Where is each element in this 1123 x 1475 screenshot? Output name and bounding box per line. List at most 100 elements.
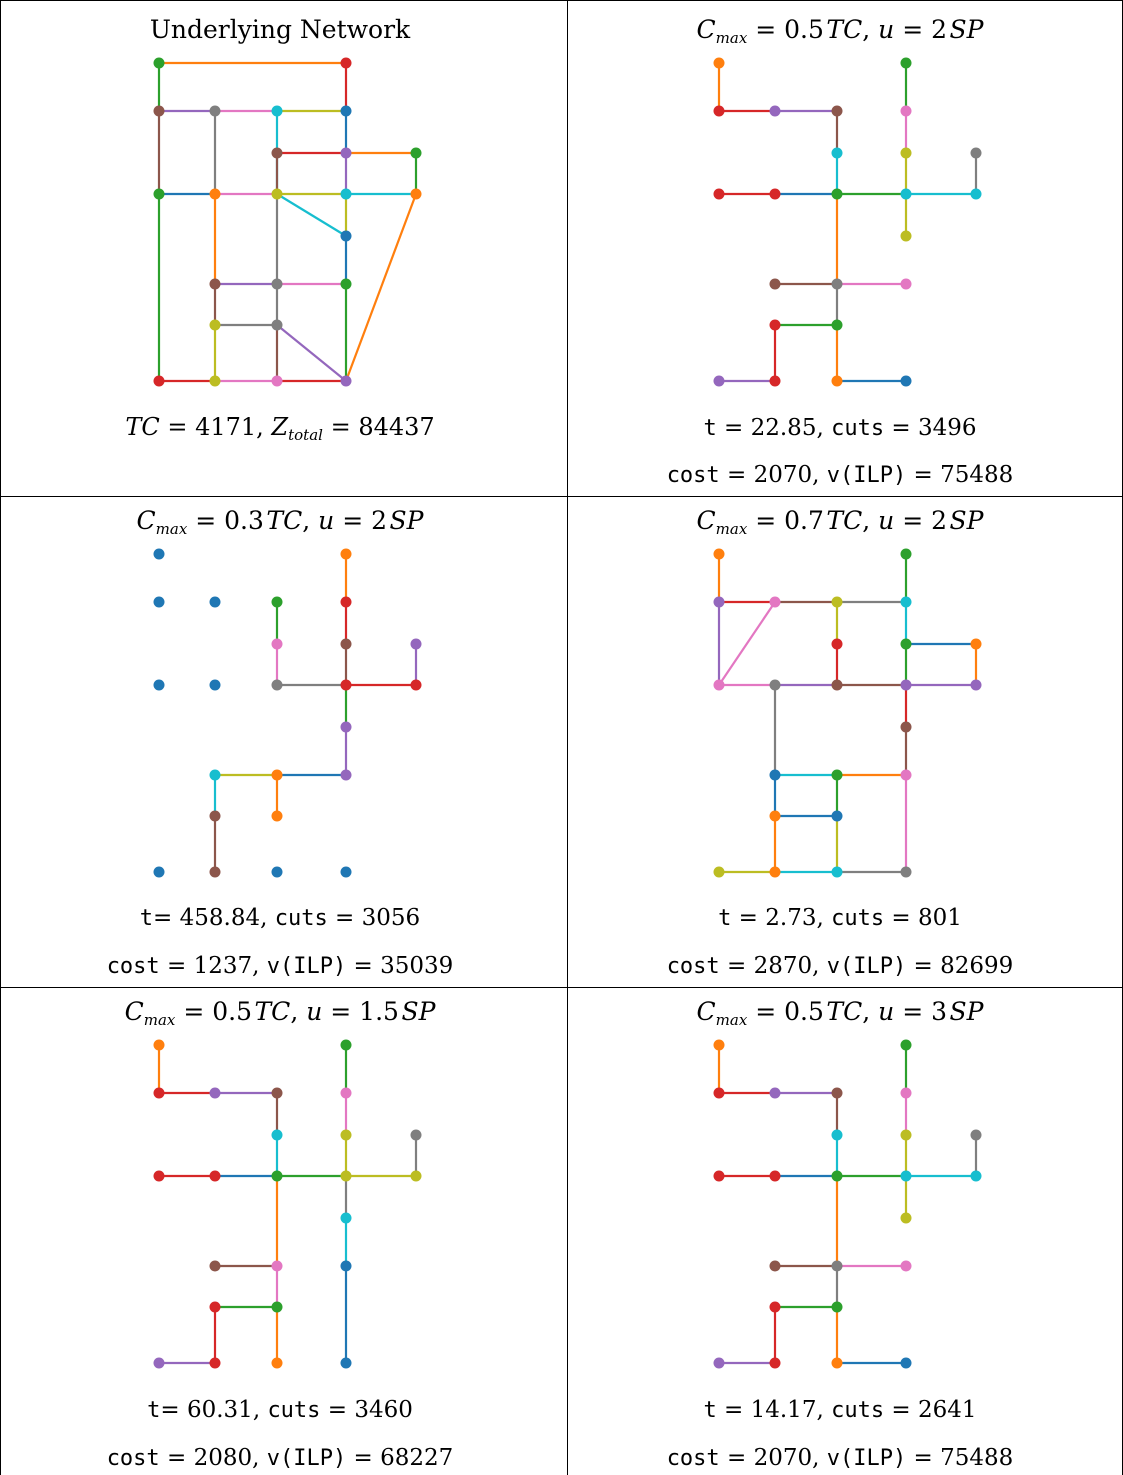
node-i — [410, 638, 422, 650]
node-s — [209, 810, 221, 822]
node-a — [713, 548, 725, 560]
node-f — [900, 105, 912, 117]
node-p — [769, 769, 781, 781]
node-u — [153, 866, 165, 878]
node-n — [410, 188, 422, 200]
node-s — [769, 810, 781, 822]
node-d — [209, 105, 221, 117]
node-m — [340, 1170, 352, 1182]
node-d — [769, 1087, 781, 1099]
node-m — [900, 679, 912, 691]
node-d — [769, 105, 781, 117]
node-i — [410, 1129, 422, 1141]
node-v — [769, 866, 781, 878]
node-f — [340, 596, 352, 608]
node-o — [900, 721, 912, 733]
node-e — [271, 105, 283, 117]
node-m — [900, 188, 912, 200]
node-d — [209, 596, 221, 608]
node-a — [153, 548, 165, 560]
node-c — [153, 1087, 165, 1099]
node-l — [831, 188, 843, 200]
node-g — [271, 1129, 283, 1141]
node-x — [900, 866, 912, 878]
node-s — [209, 1301, 221, 1313]
panel-title: Cmax = 0.5 TC, u = 2 SP — [696, 15, 984, 47]
node-j — [713, 1170, 725, 1182]
node-w — [831, 375, 843, 387]
node-s — [769, 319, 781, 331]
node-i — [970, 147, 982, 159]
node-q — [831, 769, 843, 781]
cost-stats: cost = 2070, v(ILP) = 75488 — [666, 1445, 1014, 1471]
node-b — [900, 57, 912, 69]
panel-cmax-0-5-u-2: Cmax = 0.5 TC, u = 2 SP t = 22.85, cuts … — [560, 0, 1120, 490]
node-a — [153, 57, 165, 69]
node-x — [340, 375, 352, 387]
node-w — [271, 375, 283, 387]
node-g — [831, 1129, 843, 1141]
table-column-divider — [567, 0, 568, 1475]
node-b — [340, 57, 352, 69]
node-v — [209, 1357, 221, 1369]
network-summary: TC = 4171, Ztotal = 84437 — [125, 413, 435, 444]
node-w — [831, 1357, 843, 1369]
node-j — [153, 679, 165, 691]
node-i — [970, 638, 982, 650]
node-d — [769, 596, 781, 608]
node-i — [970, 1129, 982, 1141]
node-r — [900, 769, 912, 781]
node-j — [713, 679, 725, 691]
node-a — [153, 1039, 165, 1051]
node-h — [340, 1129, 352, 1141]
node-g — [831, 147, 843, 159]
network-graph — [153, 57, 422, 387]
node-n — [410, 1170, 422, 1182]
panel-title: Cmax = 0.5 TC, u = 3 SP — [696, 997, 984, 1029]
table-border-top — [0, 0, 1123, 1]
node-w — [831, 866, 843, 878]
panel-cmax-0-5-u-1-5: Cmax = 0.5 TC, u = 1.5 SP t= 60.31, cuts… — [0, 982, 560, 1472]
node-e — [831, 596, 843, 608]
node-c — [713, 596, 725, 608]
node-f — [900, 596, 912, 608]
node-o — [340, 1212, 352, 1224]
network-graph — [153, 548, 422, 878]
panel-title: Cmax = 0.3 TC, u = 2 SP — [136, 506, 424, 538]
node-n — [410, 679, 422, 691]
node-l — [831, 1170, 843, 1182]
node-w — [271, 866, 283, 878]
panel-cmax-0-3-u-2: Cmax = 0.3 TC, u = 2 SP t= 458.84, cuts … — [0, 491, 560, 981]
node-x — [900, 1357, 912, 1369]
node-r — [340, 1260, 352, 1272]
node-p — [769, 1260, 781, 1272]
node-l — [271, 188, 283, 200]
table-border-left — [0, 0, 1, 1475]
node-t — [831, 810, 843, 822]
node-l — [271, 679, 283, 691]
node-e — [831, 105, 843, 117]
node-u — [153, 1357, 165, 1369]
node-r — [900, 1260, 912, 1272]
solve-stats: t = 22.85, cuts = 3496 — [703, 415, 977, 441]
node-u — [713, 866, 725, 878]
node-g — [271, 638, 283, 650]
cost-stats: cost = 2070, v(ILP) = 75488 — [666, 462, 1014, 488]
node-f — [340, 105, 352, 117]
node-c — [713, 1087, 725, 1099]
node-q — [271, 769, 283, 781]
node-w — [271, 1357, 283, 1369]
node-n — [970, 1170, 982, 1182]
node-f — [340, 1087, 352, 1099]
node-o — [340, 230, 352, 242]
node-v — [769, 375, 781, 387]
node-b — [900, 548, 912, 560]
node-t — [271, 810, 283, 822]
node-g — [831, 638, 843, 650]
node-r — [900, 278, 912, 290]
edge-n-x — [344, 193, 418, 382]
edge-l-o — [276, 193, 347, 237]
node-k — [209, 1170, 221, 1182]
node-n — [970, 679, 982, 691]
node-m — [340, 679, 352, 691]
